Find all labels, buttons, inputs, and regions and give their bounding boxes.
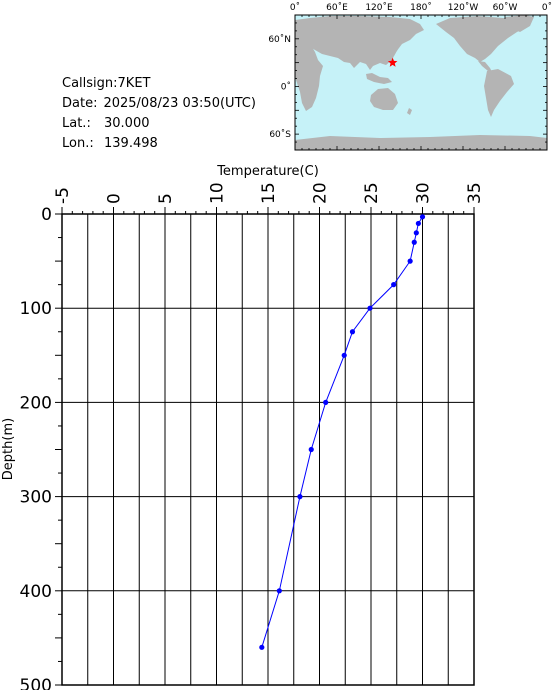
data-series: [259, 214, 426, 650]
landmass-indonesia: [366, 73, 392, 84]
world-map: 0˚ 60˚E 120˚E 180˚ 120˚W 60˚W 0˚ 60˚N 0˚ 60˚S: [268, 2, 552, 151]
callsign-label: Callsign:: [62, 76, 118, 91]
landmass-central-america: [478, 61, 492, 72]
data-point: [259, 644, 265, 650]
y-axis-title: Depth(m): [1, 418, 16, 480]
date-value: 2025/08/23 03:50(UTC): [103, 96, 255, 111]
x-tick-label: 10: [208, 182, 228, 204]
landmass-japan: [390, 44, 398, 56]
lon-label: Lon.:: [62, 136, 94, 151]
map-lat-label: 60˚N: [268, 34, 291, 45]
x-axis-title: Temperature(C): [216, 164, 319, 179]
callsign-value: 7KET: [118, 76, 151, 91]
minor-ticks: [55, 207, 475, 686]
data-point: [367, 305, 373, 311]
landmass-australia: [370, 88, 398, 110]
map-longitude-labels: 0˚ 60˚E 120˚E 180˚ 120˚W 60˚W 0˚: [290, 2, 552, 13]
station-star-icon: [387, 57, 398, 67]
data-point: [308, 446, 314, 453]
station-marker-star: [387, 57, 398, 67]
data-point: [341, 352, 347, 358]
x-tick-label: 30: [414, 182, 434, 204]
lat-line: Lat.: 30.000: [62, 116, 150, 131]
station-info: Callsign:7KET Date: 2025/08/23 03:50(UTC)…: [62, 76, 256, 151]
data-point: [407, 258, 413, 264]
lat-label: Lat.:: [62, 116, 91, 131]
map-lon-label: 120˚W: [448, 2, 479, 13]
y-tick-label: 0: [41, 205, 52, 225]
date-label: Date:: [62, 96, 97, 111]
date-line: Date: 2025/08/23 03:50(UTC): [62, 96, 256, 111]
data-point: [391, 282, 397, 288]
lat-value: 30.000: [104, 116, 150, 131]
x-tick-label: -5: [53, 187, 73, 204]
x-tick-label: 25: [362, 182, 382, 204]
data-point: [297, 494, 303, 500]
x-tick-label: 0: [105, 193, 125, 204]
data-point: [411, 239, 417, 245]
plot-frame: [61, 213, 475, 686]
vertical-gridlines: [61, 214, 475, 685]
lon-line: Lon.: 139.498: [62, 136, 158, 151]
x-tick-label: 5: [156, 193, 176, 204]
landmass-north-america: [436, 16, 525, 62]
landmass-africa: [295, 40, 323, 111]
y-tick-label: 300: [20, 488, 52, 508]
x-tick-label: 20: [311, 182, 331, 204]
data-point: [419, 214, 426, 220]
map-lat-label: 60˚S: [269, 129, 291, 140]
lon-value: 139.498: [104, 136, 158, 151]
landmass-eurasia: [295, 16, 424, 70]
map-land: [295, 15, 547, 150]
map-lon-label: 0˚: [542, 2, 552, 13]
data-point: [413, 230, 419, 236]
map-lon-label: 60˚E: [326, 2, 348, 13]
map-lon-label: 180˚: [410, 2, 432, 13]
map-ticks: [294, 14, 548, 151]
landmass-new-zealand: [407, 108, 412, 115]
callsign-line: Callsign:7KET: [62, 76, 151, 91]
landmass-south-america: [484, 69, 514, 117]
x-tick-label: 15: [259, 182, 279, 204]
map-lat-label: 0˚: [281, 81, 291, 92]
x-tick-label: 35: [465, 182, 485, 204]
map-lon-label: 120˚E: [365, 2, 393, 13]
data-point: [276, 588, 282, 594]
series-line: [261, 216, 423, 648]
map-lon-label: 60˚W: [493, 2, 518, 13]
y-tick-label: 500: [20, 676, 52, 690]
y-tick-label: 400: [20, 582, 52, 602]
data-point: [349, 329, 356, 335]
data-point: [415, 220, 421, 227]
y-tick-labels: 0 100 200 300 400 500: [20, 205, 52, 690]
map-latitude-labels: 60˚N 0˚ 60˚S: [268, 34, 291, 140]
landmass-greenland: [505, 15, 534, 32]
map-lon-label: 0˚: [290, 2, 300, 13]
x-tick-labels: -5 0 5 10 15 20 25 30 35: [53, 182, 485, 204]
landmass-antarctica: [295, 135, 547, 150]
data-point: [323, 399, 329, 405]
y-tick-label: 200: [20, 393, 52, 413]
y-tick-label: 100: [20, 299, 52, 319]
